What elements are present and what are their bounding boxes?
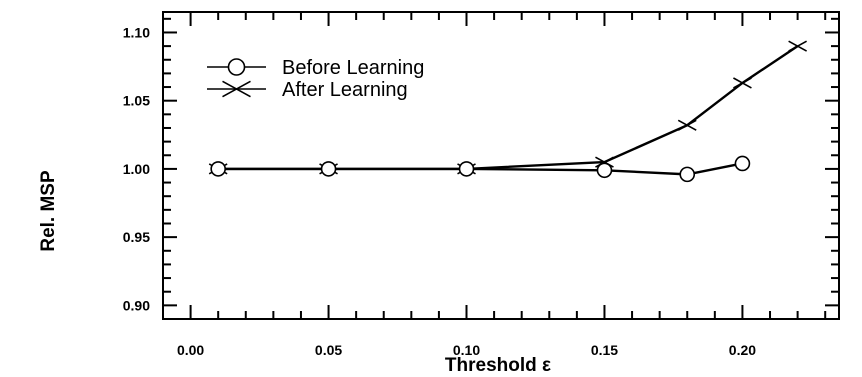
circle-marker (679, 166, 696, 183)
plot-frame (162, 11, 840, 320)
series-layer (208, 40, 807, 183)
legend-label: After Learning (282, 79, 408, 101)
y-axis-title: Rel. MSP (38, 170, 59, 252)
x-tick-label: 0.20 (729, 342, 756, 358)
circle-marker (458, 161, 475, 177)
y-tick-label: 0.90 (123, 297, 150, 313)
y-tick-label: 1.05 (123, 93, 150, 109)
legend-label: Before Learning (282, 57, 424, 79)
x-tick-label: 0.10 (453, 342, 480, 358)
x-tick-label: 0.05 (315, 342, 342, 358)
x-marker (788, 40, 807, 52)
y-tick-label: 1.10 (123, 24, 150, 40)
x-marker-stroke (733, 77, 752, 89)
circle-marker (596, 162, 613, 179)
x-marker (677, 119, 697, 131)
x-marker-stroke (788, 40, 807, 52)
axes-layer: 0.00 0.05 0.10 0.15 0.20 0.90 0.95 1.00 1.05 1.10 (123, 12, 839, 358)
x-tick-label: 0.15 (591, 342, 618, 358)
x-marker (222, 80, 251, 98)
y-tick-label: 1.00 (123, 161, 150, 177)
circle-marker (210, 161, 226, 177)
y-tick-label: 0.95 (123, 229, 150, 245)
x-marker-stroke (677, 119, 697, 131)
x-marker (733, 77, 752, 89)
circle-marker (320, 161, 337, 177)
x-marker-stroke (222, 80, 251, 98)
circle-marker (734, 155, 751, 172)
x-axis-title: Threshold ε (445, 355, 551, 376)
x-tick-label: 0.00 (177, 342, 204, 358)
series-line (218, 162, 743, 176)
circle-marker (227, 58, 246, 76)
